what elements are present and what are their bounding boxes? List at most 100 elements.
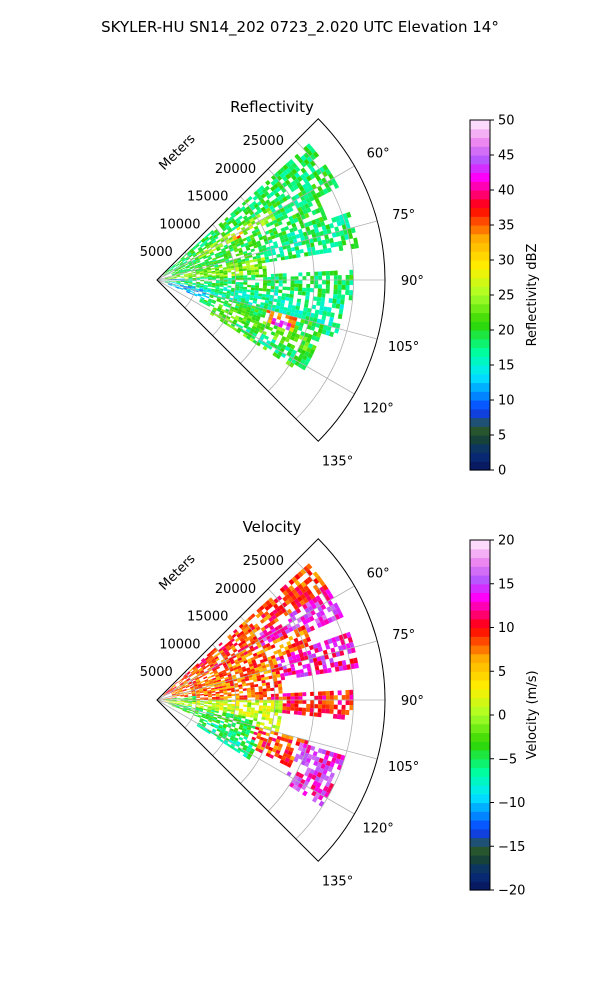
radar-cell [319, 189, 326, 197]
radar-cell [226, 240, 231, 245]
reflectivity-grid [156, 118, 386, 442]
radar-cell [175, 691, 180, 694]
radar-cell [231, 633, 237, 639]
colorbar-band [470, 750, 490, 760]
radar-cell [325, 275, 330, 280]
radar-cell [219, 271, 224, 274]
radar-cell [297, 313, 303, 319]
radar-cell [258, 710, 263, 714]
radar-cell [192, 253, 197, 257]
azimuth-tick-label: 60° [367, 566, 390, 581]
radar-cell [250, 656, 256, 661]
radar-cell [215, 706, 220, 709]
radar-cell [252, 743, 258, 748]
radar-cell [244, 331, 249, 336]
radar-cell [246, 270, 252, 273]
radar-cell [263, 700, 268, 703]
radar-cell [199, 690, 204, 693]
radar-cell [175, 286, 180, 289]
radar-cell [211, 693, 216, 696]
radar-cell [246, 711, 251, 715]
radar-cell [229, 715, 234, 719]
radar-cell [251, 277, 256, 280]
radar-cell [214, 292, 219, 295]
radar-cell [327, 667, 332, 673]
radar-cell [296, 253, 301, 258]
radar-cell [296, 298, 302, 303]
radar-cell [337, 645, 344, 652]
radar-cell [192, 277, 197, 280]
radar-cell [195, 288, 200, 291]
radar-cell [220, 651, 226, 656]
radar-cell [302, 651, 308, 657]
radar-cell [299, 652, 304, 658]
radar-cell [265, 294, 271, 298]
radar-cell [204, 702, 209, 705]
radar-cell [294, 573, 301, 581]
radar-cell [256, 650, 262, 656]
radar-cell [298, 696, 303, 700]
radar-cell [278, 652, 283, 657]
colorbar-band [470, 330, 490, 340]
radar-cell [226, 266, 231, 269]
radar-cell [244, 217, 250, 223]
radar-cell [297, 291, 302, 296]
radar-cell [229, 248, 235, 252]
radar-cell [252, 195, 258, 201]
range-tick-label: 5000 [140, 665, 173, 680]
radar-cell [228, 675, 233, 679]
radar-cell [291, 670, 297, 675]
radar-cell [238, 623, 244, 629]
radar-cell [233, 729, 238, 734]
colorbar-tick-label: 45 [498, 149, 515, 164]
radar-cell [238, 708, 244, 712]
radar-cell [180, 694, 185, 697]
radar-cell [184, 277, 189, 279]
radar-cell [175, 271, 180, 274]
azimuth-tick-label: 135° [322, 455, 353, 470]
radar-cell [179, 707, 183, 710]
radar-cell [276, 326, 282, 332]
radar-cell [251, 702, 256, 706]
radar-cell [306, 149, 313, 157]
radar-cell [336, 714, 342, 720]
radar-cell [195, 285, 200, 287]
radar-cell [191, 271, 196, 274]
radar-cell [176, 274, 181, 276]
radar-cell [254, 712, 259, 716]
radar-cell [280, 227, 286, 233]
radar-cell [201, 262, 206, 266]
radar-cell [195, 669, 200, 674]
radar-cell [250, 220, 256, 225]
radar-cell [306, 207, 312, 213]
radar-cell [282, 286, 287, 291]
radar-cell [182, 268, 187, 271]
radar-cell [224, 656, 229, 661]
radar-cell [163, 692, 167, 696]
radar-cell [196, 672, 201, 676]
radar-cell [252, 652, 258, 657]
radar-cell [308, 644, 315, 651]
radar-cell [254, 667, 259, 671]
radar-cell [174, 688, 179, 692]
radar-cell [254, 264, 259, 268]
radar-cell [246, 306, 252, 311]
radar-cell [288, 347, 294, 354]
radar-cell [222, 662, 228, 667]
radar-cell [199, 693, 204, 696]
radar-cell [234, 290, 239, 293]
radar-cell [320, 220, 326, 227]
radar-cell [230, 323, 236, 328]
radar-cell [203, 704, 208, 707]
radar-cell [298, 185, 305, 192]
radar-cell [288, 579, 295, 586]
radar-cell [326, 311, 331, 317]
radar-cell [228, 319, 234, 324]
radar-cell [224, 678, 230, 682]
radar-cell [192, 702, 197, 705]
radar-cell [226, 660, 231, 665]
radar-cell [208, 298, 213, 302]
radar-cell [306, 703, 311, 709]
radar-cell [208, 248, 213, 252]
radar-cell [219, 312, 224, 316]
